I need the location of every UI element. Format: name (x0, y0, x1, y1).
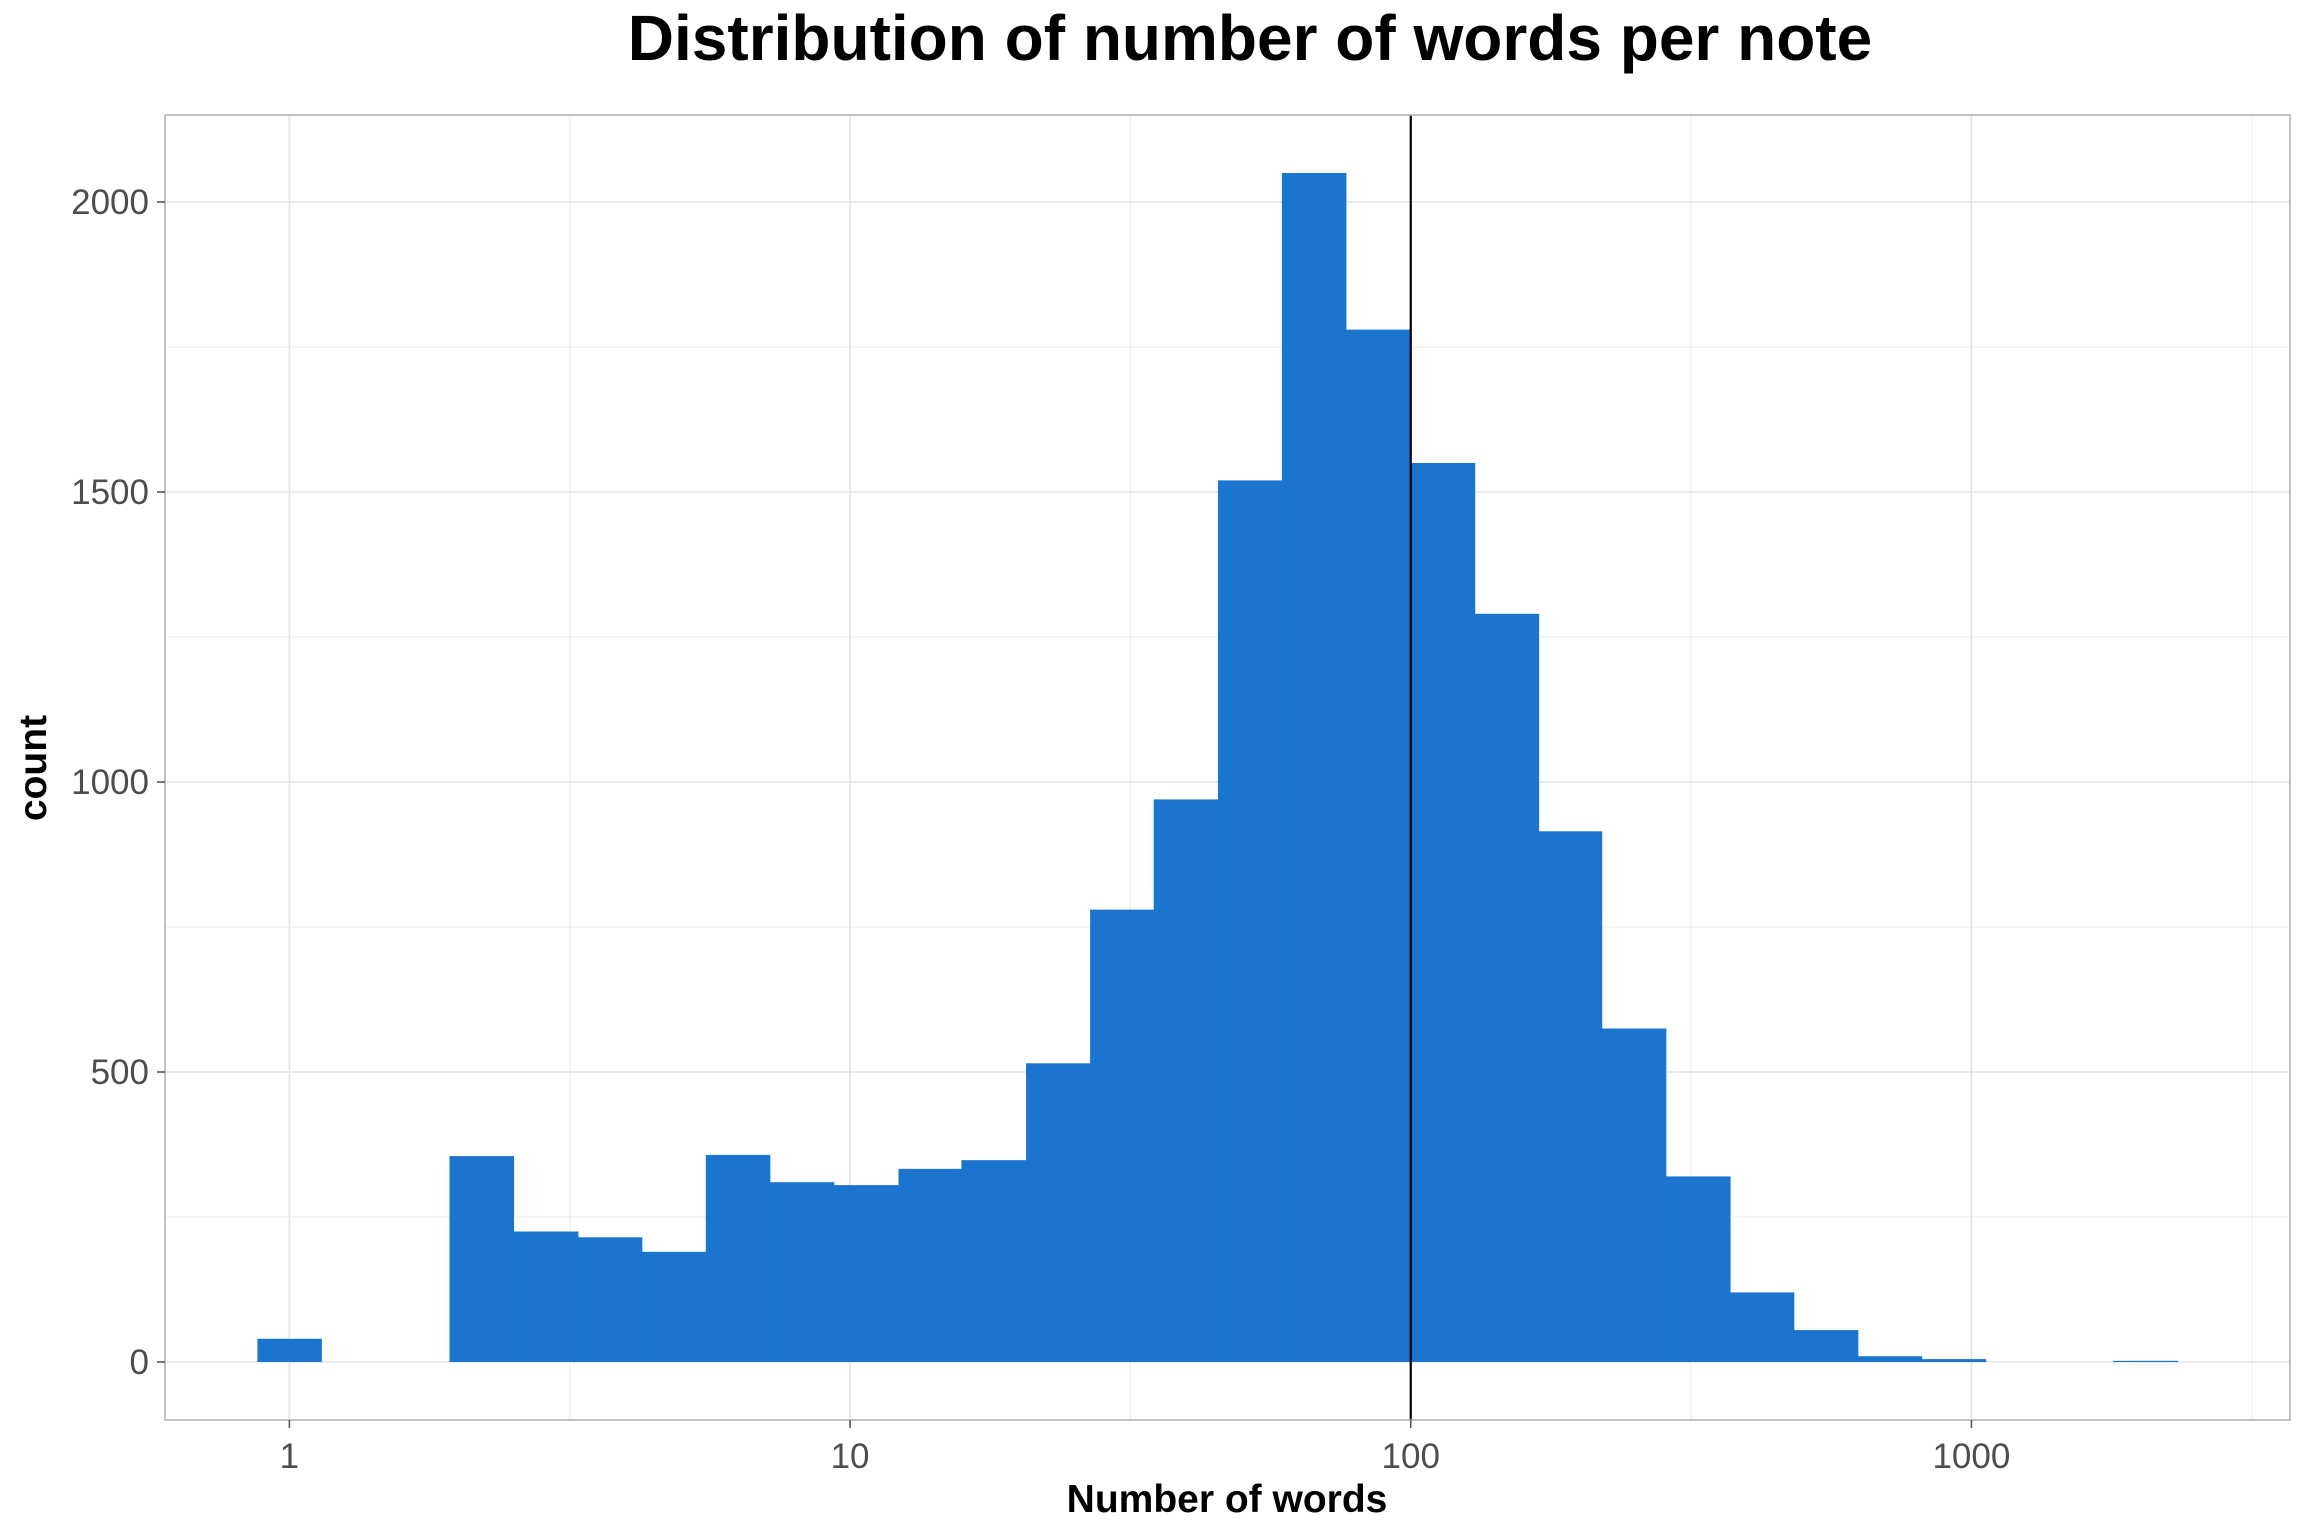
histogram-bar (1345, 329, 1411, 1363)
histogram-bar (1217, 480, 1283, 1362)
y-tick-label: 1000 (71, 763, 149, 802)
histogram-bar (257, 1338, 322, 1362)
histogram-bar (705, 1154, 771, 1362)
histogram-bar (1474, 613, 1540, 1362)
histogram-bar (1409, 463, 1476, 1362)
histogram-bar (961, 1160, 1027, 1362)
x-tick-label: 1000 (1932, 1437, 2010, 1476)
histogram-bar (1729, 1292, 1795, 1362)
x-tick-label: 1 (280, 1437, 299, 1476)
plot-panel-border (164, 114, 2291, 1421)
y-tick-label: 1500 (71, 473, 149, 512)
y-tick-label: 0 (130, 1343, 149, 1382)
histogram-bar (449, 1156, 515, 1362)
y-tick-label: 2000 (71, 183, 149, 222)
x-tick-label: 100 (1382, 1437, 1440, 1476)
histogram-bar (1921, 1359, 1987, 1362)
histogram-bar (1538, 831, 1603, 1362)
chart-title: Distribution of number of words per note (628, 2, 1872, 74)
grid-lines (165, 115, 2290, 1420)
histogram-bar (641, 1251, 707, 1362)
histogram-bar (1090, 909, 1155, 1362)
histogram-bar (1793, 1330, 1859, 1362)
histogram-bar (1153, 799, 1219, 1362)
histogram-bars (257, 173, 2178, 1363)
histogram-bar (769, 1182, 835, 1362)
histogram-bar (577, 1237, 643, 1362)
histogram-bar (513, 1231, 579, 1362)
histogram-bar (2113, 1360, 2178, 1362)
histogram-bar (898, 1168, 963, 1362)
y-axis-title: count (12, 715, 55, 821)
histogram-bar (1026, 1063, 1091, 1362)
histogram-bar (1665, 1176, 1731, 1362)
histogram-bar (1601, 1028, 1667, 1362)
histogram-bar (833, 1185, 900, 1362)
histogram-bar (1857, 1356, 1923, 1362)
histogram-bar (1281, 173, 1347, 1362)
x-axis-title: Number of words (1067, 1478, 1388, 1521)
y-tick-label: 500 (91, 1053, 149, 1092)
x-axis-ticks: 1 10 100 1000 (280, 1420, 2010, 1476)
x-tick-label: 10 (831, 1437, 870, 1476)
y-axis-ticks: 0 500 1000 1500 2000 (71, 183, 165, 1382)
